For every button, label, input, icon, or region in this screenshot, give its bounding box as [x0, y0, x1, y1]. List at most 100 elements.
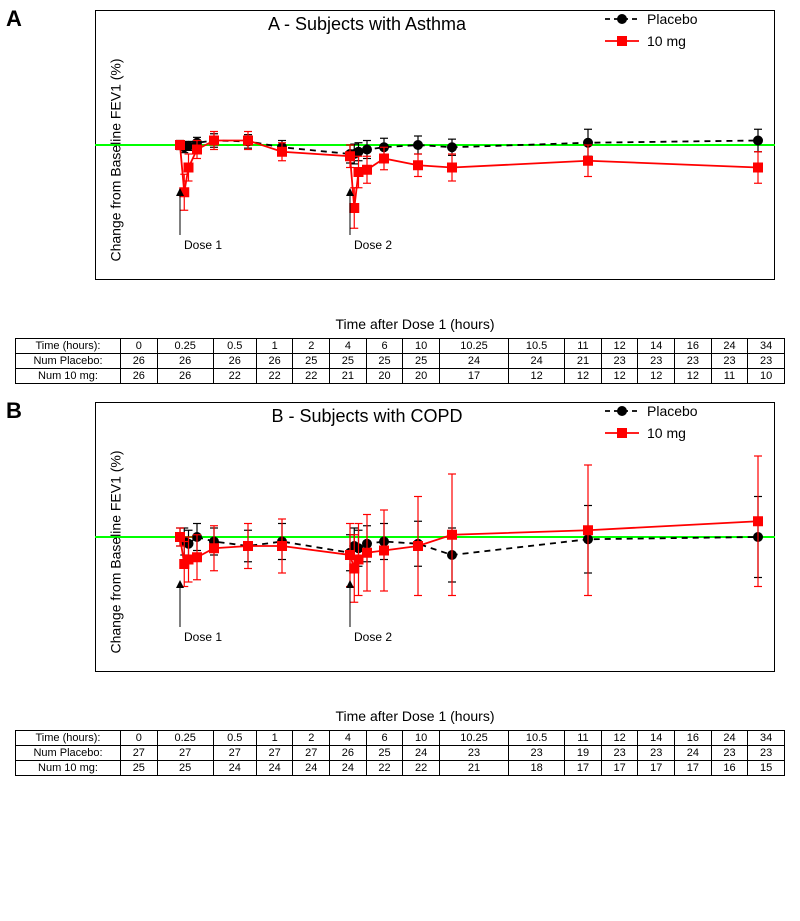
- table-cell: 14: [638, 731, 675, 746]
- table-cell: Num 10 mg:: [16, 369, 121, 384]
- table-cell: Time (hours):: [16, 731, 121, 746]
- y-axis-label: Change from Baseline FEV1 (%): [108, 58, 124, 261]
- table-row: Num Placebo:2626262625252525242421232323…: [16, 354, 785, 369]
- table-cell: 24: [711, 339, 748, 354]
- table-cell: 23: [748, 354, 785, 369]
- table-row: Time (hours):00.250.512461010.2510.51112…: [16, 731, 785, 746]
- table-cell: 26: [121, 369, 158, 384]
- chart-title: B - Subjects with COPD: [271, 406, 462, 426]
- table-cell: 27: [293, 746, 330, 761]
- table-cell: 14: [638, 339, 675, 354]
- table-cell: 2: [293, 339, 330, 354]
- table-row: Num Placebo:2727272727262524232319232324…: [16, 746, 785, 761]
- table-cell: 10.25: [439, 731, 508, 746]
- table-cell: 10.5: [509, 339, 565, 354]
- table-cell: 25: [157, 761, 213, 776]
- table-cell: 20: [403, 369, 440, 384]
- table-cell: 23: [638, 746, 675, 761]
- series-line-drug: [180, 141, 758, 209]
- x-axis-label: Time after Dose 1 (hours): [50, 708, 780, 724]
- table-cell: 10.5: [509, 731, 565, 746]
- table-cell: 26: [157, 369, 213, 384]
- table-cell: 24: [256, 761, 293, 776]
- table-cell: 16: [675, 731, 712, 746]
- table-cell: 4: [330, 731, 367, 746]
- table-cell: 23: [675, 354, 712, 369]
- table-cell: 23: [601, 354, 638, 369]
- table-cell: 20: [366, 369, 403, 384]
- table-cell: 21: [565, 354, 602, 369]
- series-line-drug: [180, 521, 758, 568]
- table-cell: 25: [366, 746, 403, 761]
- table-cell: 24: [439, 354, 508, 369]
- markers-placebo: [175, 136, 763, 160]
- table-cell: 0.5: [213, 339, 256, 354]
- table-cell: 26: [121, 354, 158, 369]
- table-cell: 11: [711, 369, 748, 384]
- table-cell: 24: [711, 731, 748, 746]
- table-cell: 12: [509, 369, 565, 384]
- table-cell: 0.25: [157, 731, 213, 746]
- chart-svg: -30-20-100102030-505101520253035A - Subj…: [95, 10, 775, 280]
- table-cell: 1: [256, 731, 293, 746]
- table-cell: 15: [748, 761, 785, 776]
- dose-annotations: Dose 1 Dose 2: [176, 580, 392, 644]
- table-cell: 22: [213, 369, 256, 384]
- table-cell: 19: [565, 746, 602, 761]
- table-cell: 27: [213, 746, 256, 761]
- table-cell: 23: [711, 354, 748, 369]
- table-cell: 12: [601, 731, 638, 746]
- table-cell: 11: [565, 731, 602, 746]
- figure-root: AChange from Baseline FEV1 (%)-30-20-100…: [10, 10, 790, 776]
- table-cell: 16: [675, 339, 712, 354]
- table-cell: 24: [330, 761, 367, 776]
- table-cell: 12: [675, 369, 712, 384]
- table-row: Num 10 mg:262622222221202017121212121211…: [16, 369, 785, 384]
- table-cell: 0: [121, 339, 158, 354]
- table-cell: 24: [293, 761, 330, 776]
- table-cell: 25: [330, 354, 367, 369]
- legend: Placebo 10 mg: [605, 403, 698, 441]
- table-cell: 0.5: [213, 731, 256, 746]
- table-cell: 12: [601, 369, 638, 384]
- table-row: Time (hours):00.250.512461010.2510.51112…: [16, 339, 785, 354]
- table-cell: 22: [366, 761, 403, 776]
- table-cell: 0.25: [157, 339, 213, 354]
- svg-text:10 mg: 10 mg: [647, 425, 686, 441]
- svg-text:Dose 1: Dose 1: [184, 630, 222, 644]
- table-cell: 16: [711, 761, 748, 776]
- table-cell: 11: [565, 339, 602, 354]
- table-cell: 22: [403, 761, 440, 776]
- table-cell: 25: [403, 354, 440, 369]
- table-cell: 22: [293, 369, 330, 384]
- table-cell: 34: [748, 731, 785, 746]
- table-cell: 17: [638, 761, 675, 776]
- table-cell: 12: [565, 369, 602, 384]
- panel-letter: B: [6, 398, 22, 424]
- markers-drug: [175, 136, 763, 214]
- table-cell: 4: [330, 339, 367, 354]
- table-cell: 26: [157, 354, 213, 369]
- table-cell: 25: [121, 761, 158, 776]
- dose-annotations: Dose 1Dose 2: [176, 188, 392, 252]
- table-cell: Num Placebo:: [16, 746, 121, 761]
- svg-text:Placebo: Placebo: [647, 403, 698, 419]
- table-cell: 24: [509, 354, 565, 369]
- table-cell: 17: [601, 761, 638, 776]
- table-cell: 17: [439, 369, 508, 384]
- table-cell: Num Placebo:: [16, 354, 121, 369]
- svg-text:Dose 1: Dose 1: [184, 238, 222, 252]
- errorbars-placebo: [176, 497, 762, 583]
- table-cell: 10: [403, 339, 440, 354]
- svg-text:Dose 2: Dose 2: [354, 630, 392, 644]
- table-cell: 1: [256, 339, 293, 354]
- table-cell: 26: [330, 746, 367, 761]
- table-cell: 23: [711, 746, 748, 761]
- table-cell: 18: [509, 761, 565, 776]
- table-row: Num 10 mg:252524242424222221181717171716…: [16, 761, 785, 776]
- table-cell: 10: [403, 731, 440, 746]
- legend: Placebo10 mg: [605, 11, 698, 49]
- chart-wrap: Change from Baseline FEV1 (%)-30-20-1001…: [50, 402, 780, 702]
- table-cell: Num 10 mg:: [16, 761, 121, 776]
- table-cell: 10.25: [439, 339, 508, 354]
